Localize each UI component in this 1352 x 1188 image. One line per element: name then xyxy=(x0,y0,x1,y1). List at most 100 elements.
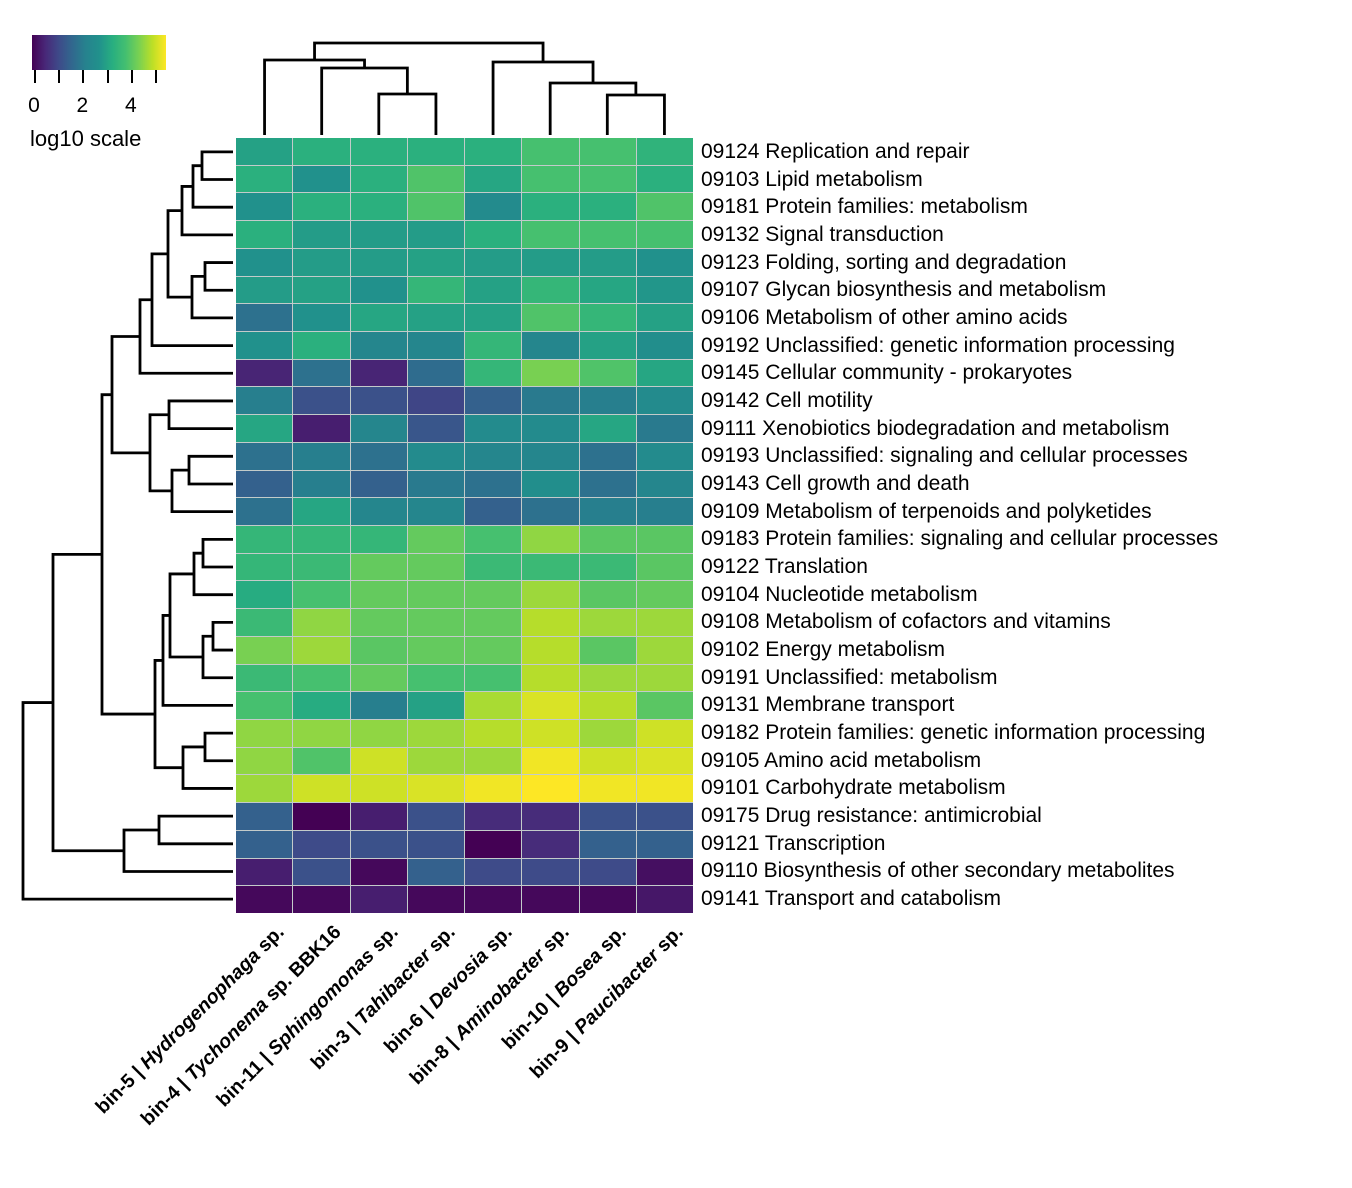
row-label: 09106 Metabolism of other amino acids xyxy=(701,306,1068,330)
heatmap-cell xyxy=(636,442,693,470)
heatmap-grid xyxy=(236,138,693,913)
heatmap-cell xyxy=(522,276,579,304)
heatmap-cell xyxy=(293,276,350,304)
heatmap-cell xyxy=(236,747,293,775)
heatmap-cell xyxy=(522,719,579,747)
heatmap-cell xyxy=(636,525,693,553)
heatmap-cell xyxy=(293,636,350,664)
heatmap-cell xyxy=(522,387,579,415)
heatmap-cell xyxy=(579,747,636,775)
heatmap-cell xyxy=(636,775,693,803)
heatmap-cell xyxy=(636,719,693,747)
heatmap-cell xyxy=(293,470,350,498)
row-label: 09183 Protein families: signaling and ce… xyxy=(701,527,1219,551)
heatmap-cell xyxy=(465,747,522,775)
heatmap-cell xyxy=(236,470,293,498)
heatmap-cell xyxy=(636,304,693,331)
heatmap-cell xyxy=(465,636,522,664)
heatmap-cell xyxy=(636,221,693,248)
heatmap-cell xyxy=(522,692,579,719)
heatmap-cell xyxy=(293,830,350,858)
heatmap-cell xyxy=(407,719,464,747)
heatmap-cell xyxy=(407,775,464,803)
legend-tick-label: 2 xyxy=(76,94,89,117)
heatmap-cell xyxy=(522,553,579,581)
heatmap-cell xyxy=(407,304,464,331)
heatmap-cell xyxy=(522,664,579,692)
heatmap-cell xyxy=(579,719,636,747)
heatmap-cell xyxy=(350,553,407,581)
heatmap-cell xyxy=(236,830,293,858)
heatmap-cell xyxy=(465,221,522,248)
heatmap-cell xyxy=(465,803,522,830)
heatmap-cell xyxy=(522,221,579,248)
heatmap-cell xyxy=(465,331,522,359)
heatmap-cell xyxy=(407,359,464,387)
heatmap-cell xyxy=(465,248,522,276)
heatmap-cell xyxy=(236,525,293,553)
heatmap-cell xyxy=(350,719,407,747)
column-dendrogram-path xyxy=(263,41,666,135)
heatmap-cell xyxy=(579,553,636,581)
heatmap-cell xyxy=(236,664,293,692)
heatmap-cell xyxy=(350,747,407,775)
row-label: 09110 Biosynthesis of other secondary me… xyxy=(701,859,1175,883)
heatmap-cell xyxy=(236,165,293,193)
heatmap-cell xyxy=(579,775,636,803)
heatmap-cell xyxy=(407,664,464,692)
legend-tick xyxy=(106,70,109,83)
heatmap-cell xyxy=(350,858,407,886)
heatmap-cell xyxy=(636,553,693,581)
heatmap-cell xyxy=(579,581,636,609)
row-label: 09145 Cellular community - prokaryotes xyxy=(701,361,1073,385)
row-label: 09111 Xenobiotics biodegradation and met… xyxy=(701,416,1170,440)
heatmap-cell xyxy=(522,636,579,664)
row-label: 09131 Membrane transport xyxy=(701,693,955,717)
heatmap-cell xyxy=(350,331,407,359)
legend-tick xyxy=(34,70,36,83)
heatmap-cell xyxy=(293,304,350,331)
heatmap-cell xyxy=(636,415,693,442)
heatmap-cell xyxy=(636,498,693,525)
heatmap-cell xyxy=(579,858,636,886)
heatmap-cell xyxy=(293,165,350,193)
heatmap-cell xyxy=(236,304,293,331)
row-label: 09191 Unclassified: metabolism xyxy=(701,665,998,689)
legend-tick-label: 0 xyxy=(28,94,40,117)
heatmap-cell xyxy=(579,664,636,692)
heatmap-cell xyxy=(407,886,464,913)
heatmap-cell xyxy=(293,775,350,803)
heatmap-cell xyxy=(465,581,522,609)
legend-tick xyxy=(58,70,61,83)
heatmap-cell xyxy=(236,692,293,719)
heatmap-cell xyxy=(350,165,407,193)
heatmap-cell xyxy=(636,331,693,359)
heatmap-cell xyxy=(236,553,293,581)
heatmap-cell xyxy=(522,138,579,165)
heatmap-cell xyxy=(236,248,293,276)
heatmap-cell xyxy=(579,165,636,193)
heatmap-cell xyxy=(293,581,350,609)
heatmap-cell xyxy=(407,636,464,664)
heatmap-cell xyxy=(465,138,522,165)
heatmap-cell xyxy=(350,193,407,221)
heatmap-cell xyxy=(350,830,407,858)
heatmap-cell xyxy=(407,553,464,581)
heatmap-cell xyxy=(236,221,293,248)
heatmap-cell xyxy=(350,581,407,609)
heatmap-cell xyxy=(407,138,464,165)
heatmap-cell xyxy=(293,498,350,525)
heatmap-cell xyxy=(579,525,636,553)
heatmap-cell xyxy=(522,415,579,442)
heatmap-cell xyxy=(522,193,579,221)
heatmap-cell xyxy=(579,692,636,719)
heatmap-cell xyxy=(522,775,579,803)
heatmap-cell xyxy=(465,886,522,913)
heatmap-cell xyxy=(465,387,522,415)
row-label: 09103 Lipid metabolism xyxy=(701,167,923,191)
row-label: 09141 Transport and catabolism xyxy=(701,887,1002,911)
heatmap-cell xyxy=(350,387,407,415)
heatmap-cell xyxy=(522,304,579,331)
heatmap-cell xyxy=(293,719,350,747)
row-label: 09107 Glycan biosynthesis and metabolism xyxy=(701,278,1107,302)
